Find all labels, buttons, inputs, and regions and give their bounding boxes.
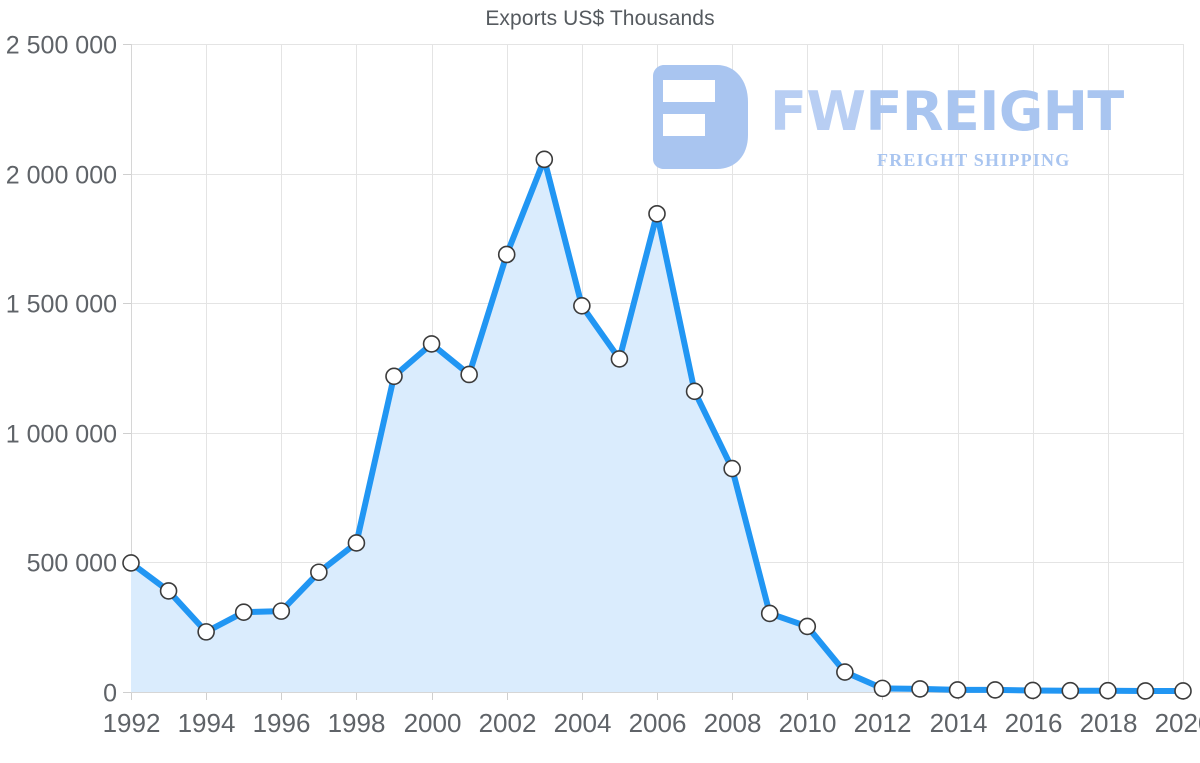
data-point-marker bbox=[760, 604, 779, 623]
data-point-marker bbox=[197, 623, 215, 641]
data-point-marker bbox=[685, 382, 704, 401]
chart-title: Exports US$ Thousands bbox=[485, 7, 715, 30]
data-point-marker bbox=[535, 150, 554, 169]
y-tick-label: 2 500 000 bbox=[6, 32, 117, 60]
data-point-marker bbox=[122, 554, 140, 572]
data-point-marker bbox=[310, 563, 328, 582]
data-point-marker bbox=[1099, 681, 1117, 700]
x-tick-label: 2018 bbox=[1080, 708, 1138, 738]
data-point-marker bbox=[610, 350, 629, 368]
x-tick-label: 2020 bbox=[1155, 708, 1200, 738]
data-point-marker bbox=[1061, 681, 1080, 700]
series-area-fill bbox=[131, 159, 1183, 693]
x-tick-label: 2000 bbox=[404, 708, 462, 738]
data-point-marker bbox=[460, 365, 478, 384]
y-tick-label: 1 500 000 bbox=[6, 291, 117, 319]
data-point-marker bbox=[422, 335, 441, 353]
data-point-marker bbox=[1136, 682, 1155, 700]
data-point-marker bbox=[873, 679, 892, 698]
x-tick-label: 2014 bbox=[930, 708, 988, 738]
x-tick-label: 1992 bbox=[103, 708, 161, 738]
y-tick-label: 2 000 000 bbox=[6, 162, 117, 190]
y-tick-label: 500 000 bbox=[27, 550, 117, 578]
data-point-marker bbox=[385, 367, 403, 386]
data-point-marker bbox=[836, 663, 854, 681]
data-point-marker bbox=[272, 602, 291, 620]
data-point-marker bbox=[911, 680, 929, 698]
x-tick-label: 2004 bbox=[554, 708, 612, 738]
x-tick-label: 1996 bbox=[253, 708, 311, 738]
data-point-marker bbox=[159, 582, 178, 600]
data-point-marker bbox=[234, 603, 253, 621]
x-tick-label: 2002 bbox=[479, 708, 537, 738]
data-point-marker bbox=[347, 534, 366, 552]
x-tick-label: 2016 bbox=[1005, 708, 1063, 738]
data-point-marker bbox=[1174, 682, 1192, 700]
data-point-marker bbox=[497, 245, 516, 264]
data-point-marker bbox=[986, 681, 1004, 699]
x-tick-label: 1994 bbox=[178, 708, 236, 738]
y-tick-label: 1 000 000 bbox=[6, 421, 117, 449]
data-point-marker bbox=[798, 617, 817, 636]
data-point-marker bbox=[573, 296, 591, 315]
x-tick-label: 2008 bbox=[704, 708, 762, 738]
x-tick-label: 2006 bbox=[629, 708, 687, 738]
data-point-marker bbox=[723, 459, 741, 478]
x-tick-label: 1998 bbox=[328, 708, 386, 738]
data-point-marker bbox=[648, 204, 666, 223]
y-tick-label: 0 bbox=[103, 680, 117, 708]
x-tick-label: 2010 bbox=[779, 708, 837, 738]
data-point-marker bbox=[1023, 681, 1042, 700]
data-point-marker bbox=[948, 681, 967, 699]
x-tick-label: 2012 bbox=[854, 708, 912, 738]
